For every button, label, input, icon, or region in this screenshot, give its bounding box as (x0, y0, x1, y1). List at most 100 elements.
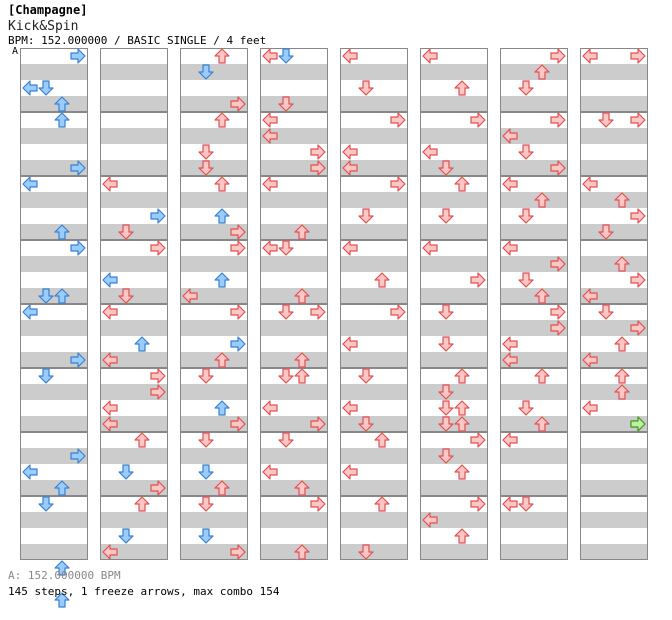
measure-border (580, 240, 648, 304)
beat-row (180, 336, 248, 352)
left-arrow-icon (502, 240, 518, 256)
up-arrow-icon (294, 288, 310, 304)
down-arrow-icon (518, 144, 534, 160)
beat-row (20, 80, 88, 96)
down-arrow-icon (198, 528, 214, 544)
right-arrow-icon (550, 320, 566, 336)
chart-column (580, 48, 648, 560)
beat-row (420, 96, 488, 112)
measure-border (260, 496, 328, 560)
measure (20, 432, 88, 496)
right-arrow-icon (310, 416, 326, 432)
left-arrow-icon (502, 432, 518, 448)
measure (100, 496, 168, 560)
left-arrow-icon (342, 400, 358, 416)
measure (500, 240, 568, 304)
beat-row (340, 112, 408, 128)
measure-border (180, 48, 248, 112)
left-arrow-icon (582, 352, 598, 368)
beat-row (340, 224, 408, 240)
measure-border (340, 240, 408, 304)
down-arrow-icon (438, 336, 454, 352)
beat-row (20, 256, 88, 272)
up-arrow-icon (534, 288, 550, 304)
measure-border (580, 176, 648, 240)
measure (100, 304, 168, 368)
beat-row (500, 192, 568, 208)
beat-row (580, 512, 648, 528)
down-arrow-icon (118, 528, 134, 544)
measure-border (420, 112, 488, 176)
measure-border (420, 496, 488, 560)
up-arrow-icon (374, 432, 390, 448)
beat-row (260, 304, 328, 320)
beat-row (100, 112, 168, 128)
beat-row (340, 128, 408, 144)
measure-border (500, 240, 568, 304)
left-arrow-icon (502, 496, 518, 512)
beat-row (340, 144, 408, 160)
beat-row (500, 208, 568, 224)
beat-row (180, 240, 248, 256)
measure-border (420, 240, 488, 304)
right-arrow-icon (470, 432, 486, 448)
beat-row (100, 48, 168, 64)
measure-border (340, 112, 408, 176)
chart-column (260, 48, 328, 560)
right-arrow-icon (390, 112, 406, 128)
right-arrow-icon (70, 48, 86, 64)
left-arrow-icon (262, 464, 278, 480)
beat-row (580, 384, 648, 400)
left-arrow-icon (582, 400, 598, 416)
measure-border (180, 368, 248, 432)
beat-row (100, 416, 168, 432)
beat-row (260, 288, 328, 304)
song-group: [Champagne] (8, 3, 88, 17)
measure (100, 176, 168, 240)
beat-row (20, 96, 88, 112)
up-arrow-icon (54, 112, 70, 128)
down-arrow-icon (518, 400, 534, 416)
right-arrow-icon (230, 416, 246, 432)
down-arrow-icon (278, 432, 294, 448)
up-arrow-icon (614, 192, 630, 208)
beat-row (100, 528, 168, 544)
left-arrow-icon (422, 144, 438, 160)
beat-row (340, 64, 408, 80)
beat-row (100, 352, 168, 368)
beat-row (340, 240, 408, 256)
measure-border (580, 112, 648, 176)
right-arrow-icon (310, 160, 326, 176)
up-arrow-icon (294, 480, 310, 496)
up-arrow-icon (454, 528, 470, 544)
up-arrow-icon (614, 368, 630, 384)
beat-row (260, 512, 328, 528)
up-arrow-icon (214, 400, 230, 416)
left-arrow-icon (262, 48, 278, 64)
beat-row (20, 176, 88, 192)
measure-border (340, 432, 408, 496)
beat-row (580, 144, 648, 160)
measure-border (580, 304, 648, 368)
left-arrow-icon (262, 112, 278, 128)
up-arrow-icon (614, 336, 630, 352)
beat-row (340, 416, 408, 432)
chart-column (500, 48, 568, 560)
beat-row (260, 528, 328, 544)
measure (340, 368, 408, 432)
measure (500, 368, 568, 432)
beat-row (580, 192, 648, 208)
down-arrow-icon (438, 304, 454, 320)
measure-border (420, 48, 488, 112)
measure (260, 368, 328, 432)
measure-border (20, 368, 88, 432)
up-arrow-icon (294, 224, 310, 240)
beat-row (20, 192, 88, 208)
beat-row (420, 208, 488, 224)
measure (420, 48, 488, 112)
right-arrow-icon (230, 544, 246, 560)
up-arrow-icon (454, 80, 470, 96)
right-arrow-icon (630, 416, 646, 432)
beat-row (20, 432, 88, 448)
right-arrow-icon (230, 224, 246, 240)
